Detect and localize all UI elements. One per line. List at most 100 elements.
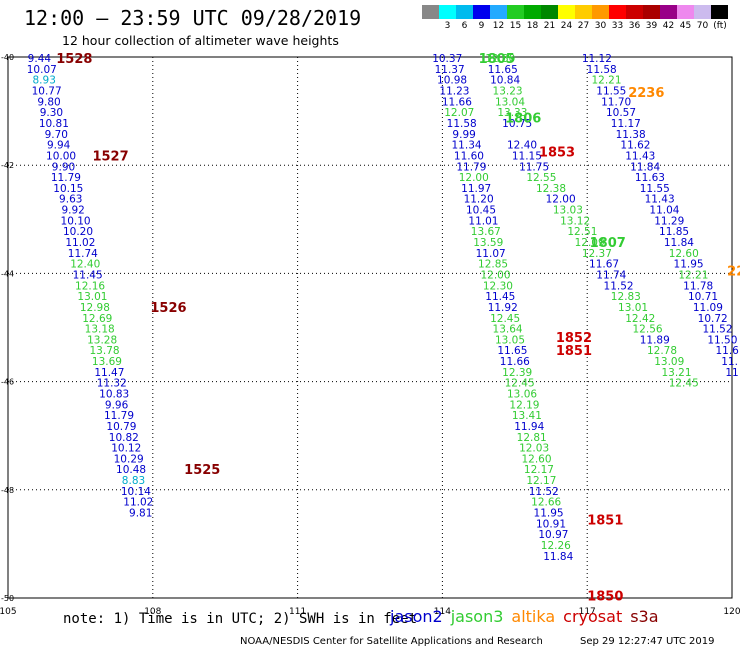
- wave-height-value: 11.67: [589, 259, 619, 271]
- wave-height-value: 11.74: [68, 248, 98, 260]
- lat-tick-label: -40: [1, 53, 14, 62]
- wave-height-value: 12.56: [633, 324, 663, 336]
- wave-height-value: 10.00: [46, 150, 76, 162]
- scale-swatch: [592, 5, 609, 19]
- scale-unit: (ft): [713, 21, 727, 31]
- scale-swatch: [456, 5, 473, 19]
- lon-tick-label: 120: [723, 607, 740, 617]
- scale-swatch: [711, 5, 728, 19]
- wave-height-value: 12.17: [526, 475, 556, 487]
- wave-height-value: 13.67: [471, 226, 501, 238]
- wave-height-value: 11.66: [442, 96, 472, 108]
- wave-height-value: 13.23: [493, 86, 523, 98]
- wave-height-value: 12.39: [502, 367, 532, 379]
- scale-label: 36: [628, 21, 641, 31]
- wave-height-value: 11.38: [616, 129, 646, 141]
- lat-tick-label: -42: [1, 161, 14, 170]
- wave-height-value: 13.06: [507, 389, 537, 401]
- wave-height-value: 12.21: [591, 75, 621, 87]
- wave-height-value: 11.70: [601, 96, 631, 108]
- wave-height-value: 11.60: [454, 150, 484, 162]
- wave-height-value: 12.45: [505, 378, 535, 390]
- wave-height-value: 13.33: [497, 107, 527, 119]
- wave-height-value: 11.79: [104, 410, 134, 422]
- wave-height-value: 9.99: [452, 129, 475, 141]
- legend-jason2: jason2: [390, 607, 443, 626]
- wave-height-value: 10.75: [502, 118, 532, 130]
- wave-height-value: 12.51: [567, 226, 597, 238]
- scale-swatch: [473, 5, 490, 19]
- wave-height-value: 13.64: [493, 324, 523, 336]
- scale-label: 30: [594, 21, 607, 31]
- wave-height-value: 10.81: [39, 118, 69, 130]
- pass-time-label: 1852: [556, 331, 592, 346]
- wave-height-value: 13.41: [512, 410, 542, 422]
- wave-height-value: 11.58: [447, 118, 477, 130]
- wave-height-value: 12.60: [669, 248, 699, 260]
- wave-height-value: 12.60: [521, 453, 551, 465]
- wave-height-value: 10.97: [538, 529, 568, 541]
- wave-height-value: 11.84: [543, 551, 573, 563]
- wave-height-value: 9.94: [47, 140, 71, 152]
- wave-height-value: 10.72: [698, 313, 728, 325]
- wave-height-value: 11.95: [534, 508, 564, 520]
- scale-label: 6: [461, 21, 468, 31]
- wave-height-value: 11.52: [529, 486, 559, 498]
- wave-height-value: 10.57: [606, 107, 636, 119]
- wave-height-value: 10.98: [437, 75, 467, 87]
- page-title: 12:00 – 23:59 UTC 09/28/2019: [24, 6, 362, 30]
- wave-height-value: 11.78: [683, 280, 713, 292]
- wave-height-value: 13.28: [87, 334, 117, 346]
- wave-height-value: 12.16: [75, 280, 105, 292]
- wave-height-value: 11.02: [123, 497, 153, 509]
- scale-label: 12: [492, 21, 505, 31]
- wave-height-value: 11.85: [659, 226, 689, 238]
- pass-time-label: 1853: [539, 146, 575, 161]
- wave-height-value: 12.40: [70, 259, 100, 271]
- pass-time-label: 2236: [628, 86, 664, 101]
- pass-time-label: 1527: [92, 149, 128, 164]
- scale-label: 42: [662, 21, 675, 31]
- lat-tick-label: -50: [1, 594, 14, 603]
- wave-height-value: 11.75: [519, 161, 549, 173]
- wave-height-value: 12.19: [509, 399, 539, 411]
- wave-height-value: 11.95: [674, 259, 704, 271]
- wave-height-value: 11.12: [582, 53, 612, 65]
- wave-height-value: 11.43: [645, 194, 675, 206]
- wave-height-value: 11.55: [596, 86, 626, 98]
- wave-height-value: 13.09: [654, 356, 684, 368]
- pass-time-label: 1528: [56, 52, 92, 67]
- wave-height-value: 12.09: [575, 237, 605, 249]
- scale-label: 45: [679, 21, 692, 31]
- wave-height-value: 12.66: [531, 497, 561, 509]
- wave-height-value: 11.58: [587, 64, 617, 76]
- wave-height-value: 13.78: [90, 345, 120, 357]
- map-frame: [7, 56, 733, 599]
- wave-height-value: 10.20: [63, 226, 93, 238]
- pass-time-label: 1807: [590, 236, 626, 251]
- wave-height-value: 12.45: [669, 378, 699, 390]
- legend-jason3: jason3: [450, 607, 504, 626]
- scale-swatch: [507, 5, 524, 19]
- wave-height-value: 11: [725, 367, 738, 379]
- wave-height-value: 11.04: [649, 205, 679, 217]
- wave-height-value: 11.17: [611, 118, 641, 130]
- scale-swatch: [558, 5, 575, 19]
- wave-height-value: 12.00: [459, 172, 489, 184]
- wave-height-value: 11.: [721, 356, 738, 368]
- scale-label: 24: [560, 21, 573, 31]
- pass-time-label: 223: [727, 265, 740, 280]
- wave-height-value: 10.12: [111, 443, 141, 455]
- wave-height-value: 13.18: [85, 324, 115, 336]
- wave-height-value: 10.71: [688, 291, 718, 303]
- wave-height-value: 9.63: [59, 194, 82, 206]
- wave-height-value: 10.83: [99, 389, 129, 401]
- wave-height-value: 11.07: [476, 248, 506, 260]
- wave-height-value: 11.52: [702, 324, 732, 336]
- wave-height-value: 12.42: [625, 313, 655, 325]
- scale-swatch: [575, 5, 592, 19]
- wave-height-value: 13.04: [495, 96, 525, 108]
- wave-height-value: 11.34: [452, 140, 482, 152]
- scale-swatch: [609, 5, 626, 19]
- scale-label: 21: [543, 21, 556, 31]
